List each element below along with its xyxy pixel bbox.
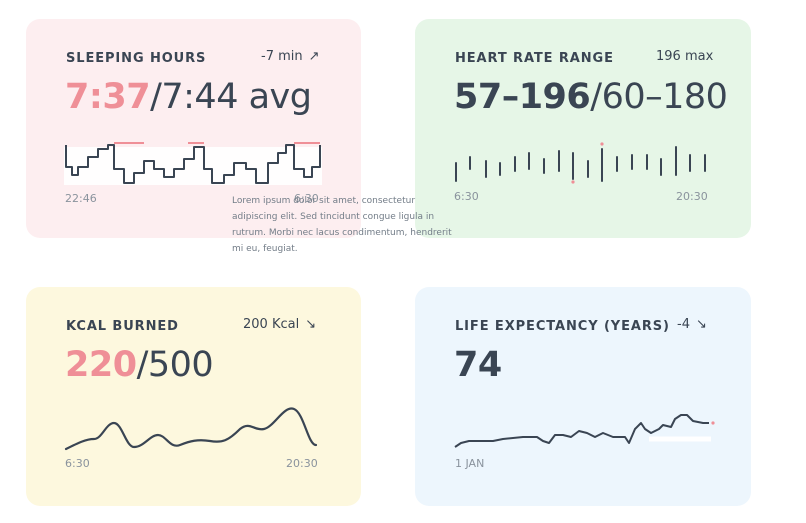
heart-main-value: 57–196/60–180 <box>454 75 728 119</box>
value-separator: / <box>150 77 162 117</box>
kcal-value: 220 <box>65 345 137 385</box>
tooltip: Lorem ipsum dolor sit amet, consectetur … <box>232 196 452 254</box>
sleep-average: 7:44 avg <box>161 77 312 117</box>
value-separator: / <box>136 345 149 385</box>
card-title: HEART RATE RANGE <box>455 51 614 66</box>
delta-value: -7 min <box>261 49 303 64</box>
life-main-value: 74 <box>454 343 502 387</box>
sleeping-hours-card[interactable]: SLEEPING HOURS -7 min ↗ 7:37/7:44 avg 22:… <box>26 19 361 238</box>
axis-end-label: 20:30 <box>676 190 708 203</box>
value-separator: / <box>590 77 602 117</box>
min-marker <box>571 180 575 184</box>
arrow-down-right-icon: ↘ <box>695 317 707 332</box>
heart-value: 57–196 <box>454 77 591 117</box>
delta-value: -4 <box>677 317 690 332</box>
axis-start-label: 1 JAN <box>455 457 485 470</box>
max-marker <box>600 142 604 146</box>
sleep-main-value: 7:37/7:44 avg <box>65 75 312 119</box>
kcal-delta: 200 Kcal ↘ <box>243 317 316 332</box>
sleep-delta: -7 min ↗ <box>261 49 320 64</box>
axis-start-label: 6:30 <box>454 190 479 203</box>
kcal-line-chart <box>64 407 318 451</box>
axis-start-label: 6:30 <box>65 457 90 470</box>
heart-rate-card[interactable]: HEART RATE RANGE 196 max 57–196/60–180 <box>415 19 751 238</box>
life-expectancy-card[interactable]: LIFE EXPECTANCY (YEARS) -4 ↘ 74 1 JAN <box>415 287 751 506</box>
life-expectancy-chart <box>454 414 715 448</box>
sleep-line <box>65 144 321 184</box>
kcal-goal: 500 <box>147 345 214 385</box>
card-title: LIFE EXPECTANCY (YEARS) <box>455 319 670 334</box>
arrow-up-right-icon: ↗ <box>308 49 320 64</box>
life-value: 74 <box>454 345 502 385</box>
sleep-step-chart <box>64 142 322 185</box>
arrow-down-right-icon: ↘ <box>305 317 317 332</box>
kcal-burned-card[interactable]: KCAL BURNED 200 Kcal ↘ 220/500 6:30 20:30 <box>26 287 361 506</box>
axis-end-label: 6:30 <box>294 192 319 205</box>
card-title: SLEEPING HOURS <box>66 51 207 66</box>
life-delta: -4 ↘ <box>677 317 707 332</box>
kcal-line <box>64 407 318 451</box>
card-title: KCAL BURNED <box>66 319 179 334</box>
current-marker <box>711 421 715 425</box>
axis-end-label: 20:30 <box>286 457 318 470</box>
kcal-main-value: 220/500 <box>65 343 214 387</box>
life-line <box>454 414 709 448</box>
axis-start-label: 22:46 <box>65 192 97 205</box>
delta-value: 200 Kcal <box>243 317 300 332</box>
heart-normal-range: 60–180 <box>601 77 728 117</box>
sleep-value: 7:37 <box>65 77 151 117</box>
heart-max: 196 max <box>656 49 714 64</box>
heart-rate-range-chart <box>455 142 706 184</box>
